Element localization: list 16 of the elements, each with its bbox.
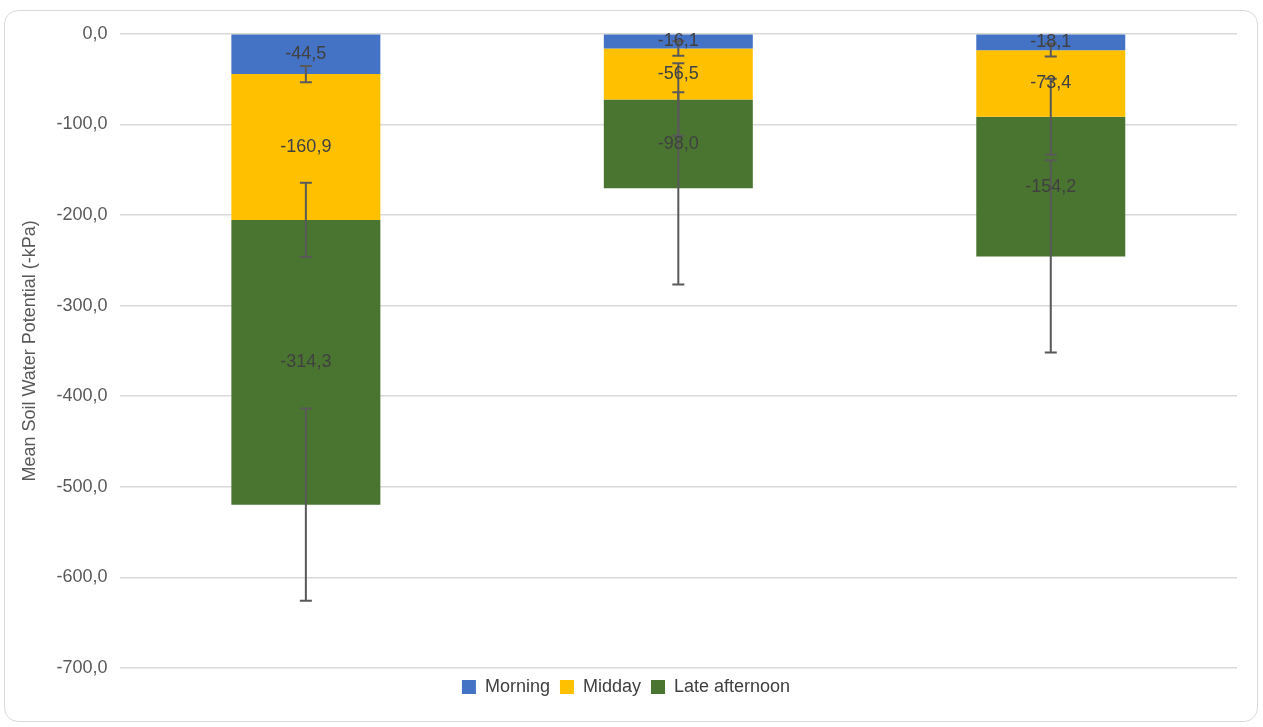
legend-label: Morning [484,675,550,696]
y-tick-label: -200,0 [56,203,108,224]
legend-label: Midday [582,675,641,696]
text: -18,1 [1030,31,1072,52]
y-tick-label: -500,0 [56,475,108,496]
y-tick-label: -100,0 [56,113,108,134]
y-tick-label: -300,0 [56,294,108,315]
y-tick-label: -700,0 [56,656,108,677]
text: -160,9 [280,135,332,156]
y-tick-label: -400,0 [56,385,108,406]
text: -44,5 [285,43,327,64]
text: -16,1 [657,30,699,51]
y-tick-label: 0,0 [82,22,108,43]
y-axis-title: Mean Soil Water Potential (-kPa) [18,220,39,482]
legend-label: Late afternoon [673,675,791,696]
y-tick-label: -600,0 [56,566,108,587]
